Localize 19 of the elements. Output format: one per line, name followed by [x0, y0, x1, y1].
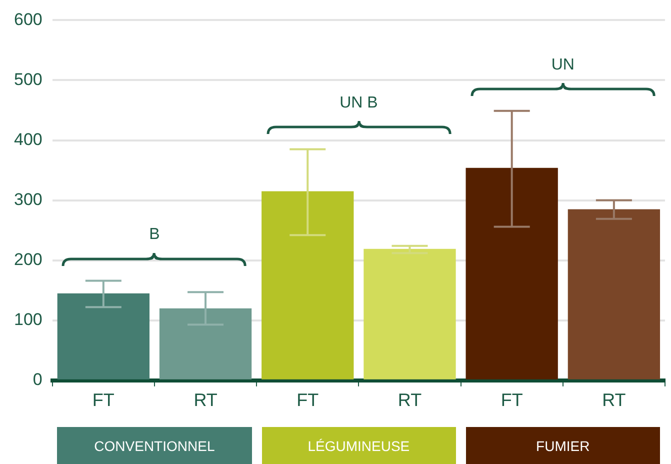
x-tick-label: RT: [194, 390, 218, 410]
x-tick-label: FT: [92, 390, 114, 410]
x-tick-label: RT: [398, 390, 422, 410]
annotation: UN B: [340, 94, 378, 112]
y-tick-label: 100: [14, 310, 42, 330]
annotation: B: [149, 226, 160, 244]
y-tick-label: 500: [14, 70, 42, 89]
annotation: UN: [551, 56, 574, 74]
x-tick-label: FT: [500, 390, 523, 410]
y-tick-label: 300: [14, 190, 42, 209]
x-tick-label: RT: [602, 390, 626, 410]
text: LÉGUMINEUSE: [262, 427, 456, 464]
x-tick-label: FT: [296, 390, 319, 410]
y-tick-label: 200: [14, 250, 42, 270]
y-tick-label: 400: [14, 130, 42, 149]
text: CONVENTIONNEL: [57, 427, 252, 464]
text: FUMIER: [466, 427, 660, 464]
y-tick-label: 0: [32, 370, 42, 390]
y-tick-label: 600: [14, 10, 42, 29]
